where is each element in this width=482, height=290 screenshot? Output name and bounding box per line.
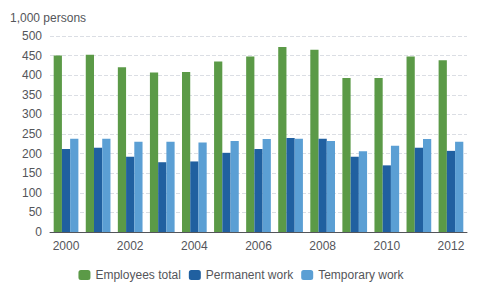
svg-text:50: 50 (29, 205, 43, 219)
svg-text:400: 400 (22, 68, 42, 82)
svg-text:150: 150 (22, 166, 42, 180)
svg-text:2000: 2000 (53, 239, 80, 253)
svg-text:Permanent work: Permanent work (206, 268, 294, 282)
svg-text:300: 300 (22, 107, 42, 121)
svg-text:2010: 2010 (373, 239, 400, 253)
svg-text:2002: 2002 (117, 239, 144, 253)
svg-text:2006: 2006 (245, 239, 272, 253)
svg-text:350: 350 (22, 88, 42, 102)
svg-text:2008: 2008 (309, 239, 336, 253)
svg-text:100: 100 (22, 186, 42, 200)
svg-text:450: 450 (22, 49, 42, 63)
svg-text:Temporary work: Temporary work (318, 268, 404, 282)
svg-text:500: 500 (22, 29, 42, 43)
svg-text:250: 250 (22, 127, 42, 141)
svg-text:2012: 2012 (438, 239, 465, 253)
svg-text:1,000 persons: 1,000 persons (10, 11, 86, 25)
svg-text:0: 0 (35, 225, 42, 239)
svg-text:2004: 2004 (181, 239, 208, 253)
svg-text:Employees total: Employees total (95, 268, 180, 282)
svg-text:200: 200 (22, 147, 42, 161)
